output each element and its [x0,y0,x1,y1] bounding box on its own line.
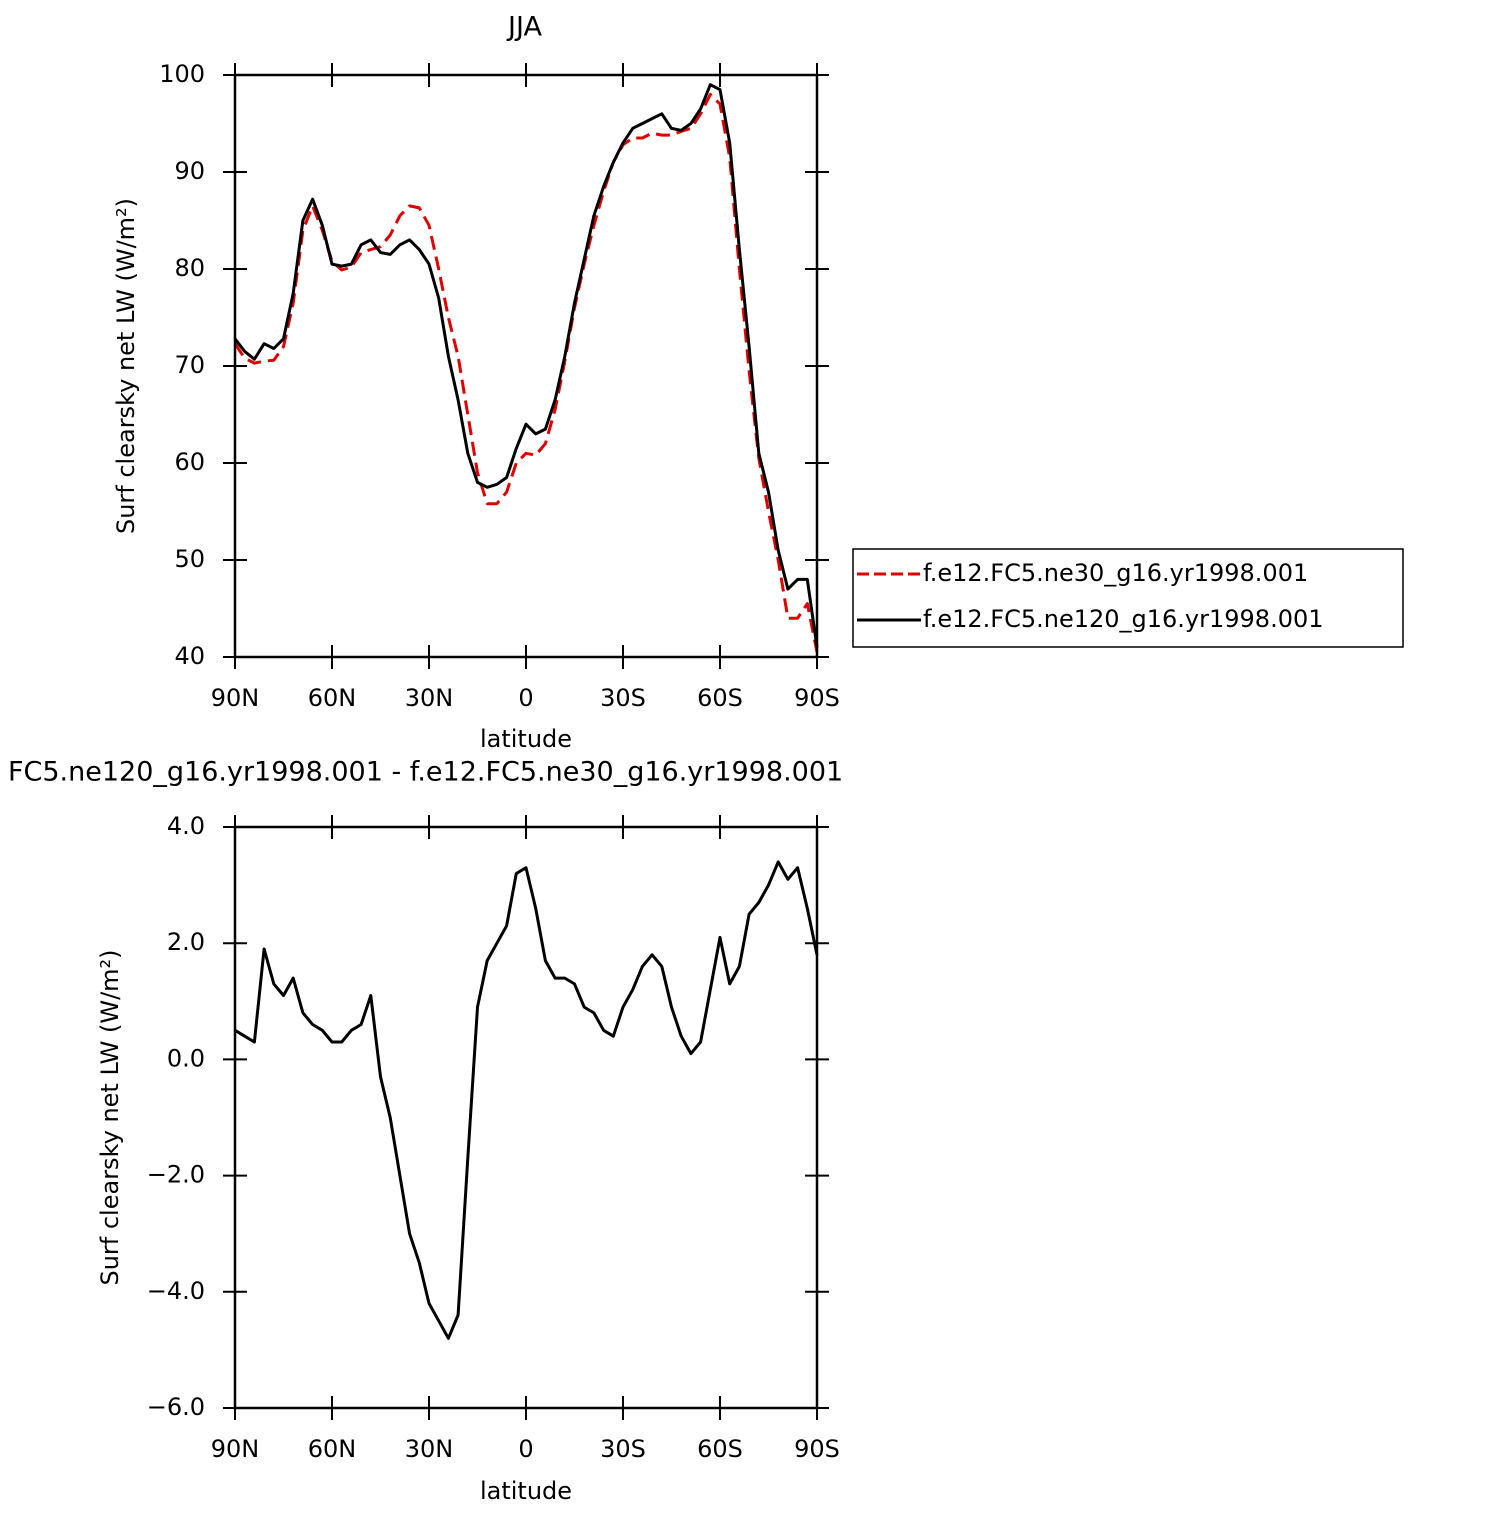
x-tick-label: 60N [308,1435,357,1463]
y-tick-label: 70 [174,351,205,379]
x-tick-label: 90N [211,684,260,712]
data-line [233,92,819,653]
x-tick-label: 60S [697,1435,743,1463]
data-line [234,860,819,1340]
legend-label: f.e12.FC5.ne120_g16.yr1998.001 [923,605,1324,633]
x-tick-label: 30N [405,684,454,712]
plot-frame [233,825,819,1410]
chart-title: JJA [506,12,542,43]
y-axis-label: Surf clearsky net LW (W/m²) [96,949,124,1285]
y-tick-label: 100 [159,60,205,88]
y-tick-label: 0.0 [167,1044,205,1072]
x-tick-label: 90S [794,1435,840,1463]
legend-box [852,548,1404,648]
y-axis-label: Surf clearsky net LW (W/m²) [112,198,140,534]
x-tick-label: 0 [518,684,533,712]
chart-title: FC5.ne120_g16.yr1998.001 - f.e12.FC5.ne3… [8,757,843,788]
data-line [233,83,819,648]
legend-label: f.e12.FC5.ne30_g16.yr1998.001 [923,559,1308,587]
y-tick-label: −4.0 [147,1277,205,1305]
x-tick-label: 30N [405,1435,454,1463]
y-tick-label: 60 [174,448,205,476]
y-tick-label: −6.0 [147,1393,205,1421]
y-tick-label: 80 [174,254,205,282]
x-tick-label: 90N [211,1435,260,1463]
x-axis-label: latitude [480,725,572,753]
x-axis-label: latitude [480,1477,572,1505]
x-tick-label: 0 [518,1435,533,1463]
y-tick-label: 4.0 [167,812,205,840]
x-tick-label: 90S [794,684,840,712]
y-tick-label: −2.0 [147,1161,205,1189]
x-tick-label: 60S [697,684,743,712]
y-tick-label: 90 [174,157,205,185]
y-tick-label: 2.0 [167,928,205,956]
y-tick-label: 50 [174,545,205,573]
plot-frame [233,73,819,659]
x-tick-label: 30S [600,684,646,712]
x-tick-label: 60N [308,684,357,712]
x-tick-label: 30S [600,1435,646,1463]
y-tick-label: 40 [174,642,205,670]
